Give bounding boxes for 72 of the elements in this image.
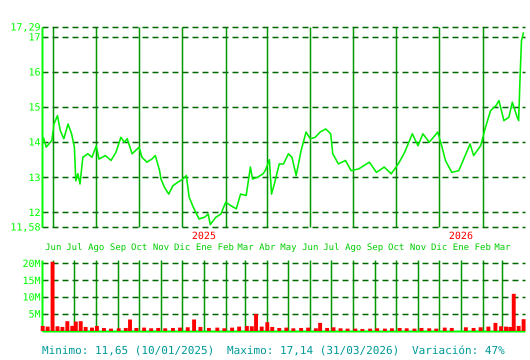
bar bbox=[149, 328, 154, 331]
x-tick-label: Jun bbox=[45, 243, 62, 253]
bar bbox=[128, 320, 132, 331]
bar bbox=[472, 328, 476, 331]
x-tick-label: Feb bbox=[218, 243, 234, 253]
bar bbox=[178, 328, 182, 331]
bar bbox=[338, 328, 342, 331]
y-tick-label: 12 bbox=[28, 208, 40, 219]
x-tick-label: Abr bbox=[259, 243, 276, 253]
bar bbox=[142, 328, 146, 331]
y-tick-label: 17 bbox=[28, 32, 40, 44]
bar bbox=[192, 320, 196, 331]
bar bbox=[486, 326, 490, 331]
bar bbox=[390, 328, 394, 331]
y-tick-label: 11,58 bbox=[10, 222, 40, 234]
bar bbox=[171, 328, 175, 331]
x-tick-label: Ene bbox=[196, 243, 212, 253]
x-tick-label: Dic bbox=[430, 243, 448, 253]
y-tick-label: 16 bbox=[28, 68, 40, 79]
x-tick-label: Dic bbox=[174, 243, 190, 253]
y-tick-label: 10M bbox=[22, 292, 40, 304]
x-tick-label: Oct bbox=[131, 243, 148, 253]
bar bbox=[206, 328, 211, 331]
bar bbox=[284, 328, 288, 331]
bar bbox=[375, 328, 380, 331]
bar bbox=[442, 328, 447, 331]
line-series bbox=[42, 31, 524, 226]
x-tick-label: Sep bbox=[110, 243, 126, 253]
x-tick-label: Ago bbox=[88, 243, 104, 253]
bar bbox=[198, 326, 202, 331]
bar bbox=[215, 328, 220, 331]
x-tick-label: Mar bbox=[494, 243, 512, 253]
bar bbox=[156, 328, 160, 331]
y-tick-label: 13 bbox=[28, 172, 40, 184]
x-tick-label: Oct bbox=[388, 243, 404, 253]
x-tick-label: Mar bbox=[237, 243, 254, 253]
y-tick-label: 20M bbox=[22, 258, 40, 270]
x-tick-label: May bbox=[280, 243, 298, 253]
y-tick-label: 17,29 bbox=[10, 22, 40, 34]
y-tick-label: 15M bbox=[22, 276, 40, 287]
bar bbox=[420, 328, 424, 331]
bar bbox=[464, 327, 468, 331]
text: Variación: 47% bbox=[412, 344, 506, 357]
y-tick-label: 15 bbox=[28, 102, 40, 114]
bar bbox=[299, 328, 304, 331]
text: 2025 bbox=[192, 231, 216, 242]
text: 2026 bbox=[448, 231, 473, 242]
bar bbox=[332, 327, 336, 331]
bar bbox=[237, 326, 242, 331]
text: Minimo: 11,65 (10/01/2025) bbox=[42, 344, 214, 357]
x-tick-label: Ago bbox=[345, 243, 362, 253]
bar bbox=[325, 328, 330, 331]
y-tick-label: 14 bbox=[28, 138, 40, 149]
bar bbox=[291, 328, 296, 331]
x-tick-label: Jul bbox=[323, 243, 340, 253]
x-tick-label: Jul bbox=[66, 243, 83, 253]
bar bbox=[222, 328, 226, 331]
x-tick-label: Ene bbox=[452, 243, 470, 253]
bar bbox=[230, 328, 234, 331]
bar bbox=[102, 328, 106, 331]
bar bbox=[398, 328, 402, 331]
y-tick-label: 5M bbox=[28, 310, 40, 321]
bar bbox=[318, 322, 322, 331]
x-tick-label: Nov bbox=[152, 243, 170, 253]
x-tick-label: Jun bbox=[302, 243, 318, 253]
x-tick-label: Nov bbox=[410, 243, 426, 253]
x-tick-label: Feb bbox=[474, 243, 491, 253]
bar bbox=[478, 327, 483, 331]
text: Maximo: 17,14 (31/03/2026) bbox=[227, 344, 400, 357]
bar bbox=[134, 328, 138, 331]
x-tick-label: Sep bbox=[366, 243, 384, 253]
bar bbox=[306, 328, 310, 331]
